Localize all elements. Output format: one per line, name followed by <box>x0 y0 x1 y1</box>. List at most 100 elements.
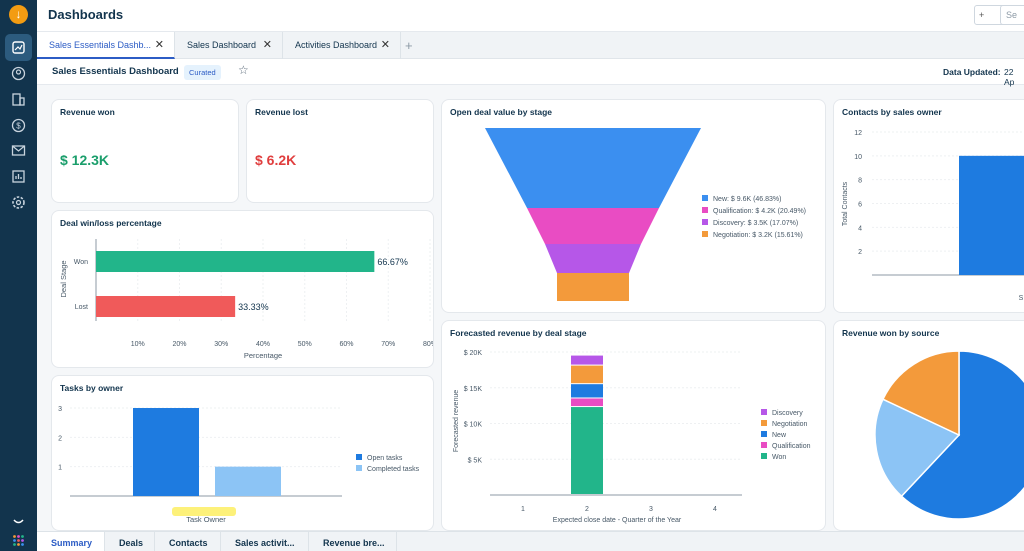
contacts-chart: 2 4 6 8 10 12 S Total Contacts <box>842 130 1024 302</box>
y-tick-label: 4 <box>858 225 862 232</box>
sidebar: ↓ $ <box>0 0 37 551</box>
legend-swatch <box>356 454 362 460</box>
x-tick-label: 3 <box>649 506 653 513</box>
bar-contacts <box>959 155 1024 275</box>
y-tick-label: Won <box>74 259 88 266</box>
contacts-icon[interactable] <box>9 64 28 83</box>
card-title: Revenue lost <box>255 107 308 117</box>
x-tick-label: 60% <box>339 341 353 348</box>
legend-swatch <box>761 409 767 415</box>
x-tick-label: 1 <box>521 506 525 513</box>
close-icon[interactable]: ✕ <box>380 39 390 51</box>
legend-label: Discovery <box>772 410 803 417</box>
y-tick-label: 12 <box>854 130 862 137</box>
legend-swatch <box>761 453 767 459</box>
y-tick-label: 10 <box>854 154 862 161</box>
legend-swatch <box>761 442 767 448</box>
add-tab-icon[interactable]: + <box>405 38 413 53</box>
tab-sales-essentials[interactable]: Sales Essentials Dashb... ✕ <box>37 32 175 59</box>
apps-grid-icon[interactable] <box>12 534 25 547</box>
legend-label: Completed tasks <box>367 466 420 473</box>
revenue-won-value: $ 12.3K <box>60 152 110 168</box>
legend-label: Negotiation <box>772 421 808 428</box>
tasks-chart: 1 2 3 Open tasks Completed tasks Task Owner <box>58 406 420 524</box>
y-tick-label: 6 <box>858 202 862 209</box>
card-title: Revenue won <box>60 107 115 117</box>
legend-label: Open tasks <box>367 455 403 462</box>
tab-activities-dashboard[interactable]: Activities Dashboard ✕ <box>283 32 401 59</box>
forecast-chart: $ 5K $ 10K $ 15K $ 20K 1 2 3 4 Discovery Negotiat… <box>453 350 811 524</box>
legend-swatch <box>761 431 767 437</box>
y-axis-label: Total Contacts <box>842 181 849 226</box>
bottom-tabs: Summary Deals Contacts Sales activit... … <box>37 531 1024 551</box>
quick-add-button[interactable]: + <box>974 5 1024 25</box>
x-tick-label: 10% <box>131 341 145 348</box>
y-tick-label: $ 5K <box>468 457 483 464</box>
bar-segment-won <box>571 407 603 494</box>
bar-segment-qualification <box>571 398 603 407</box>
open-deal-value-card[interactable]: Open deal value by stage New: $ 9.6K (46… <box>441 99 826 313</box>
source-pie-chart <box>874 350 1024 520</box>
close-icon[interactable]: ✕ <box>262 39 272 51</box>
revenue-won-card[interactable]: Revenue won $ 12.3K <box>51 99 239 203</box>
star-icon[interactable]: ☆ <box>238 63 249 77</box>
deal-winloss-card[interactable]: Deal win/loss percentage 10% 20% 30% 40% 50%… <box>51 210 434 368</box>
dashboard-header: Sales Essentials Dashboard Curated ☆ Dat… <box>37 59 1024 87</box>
x-tick-label: 40% <box>256 341 270 348</box>
top-bar: Dashboards + Se <box>37 0 1024 32</box>
y-tick-label: $ 20K <box>464 350 483 357</box>
legend-swatch <box>702 219 708 225</box>
legend-label: Qualification <box>772 443 811 450</box>
accounts-icon[interactable] <box>9 90 28 109</box>
reports-icon[interactable] <box>9 167 28 186</box>
tab-sales-activities[interactable]: Sales activit... <box>221 532 309 551</box>
card-title: Forecasted revenue by deal stage <box>450 328 587 338</box>
mail-icon[interactable] <box>9 141 28 160</box>
winloss-chart: 10% 20% 30% 40% 50% 60% 70% 80% Won 66.67% Lost 33.… <box>59 239 434 360</box>
legend-swatch <box>702 231 708 237</box>
funnel-stage <box>545 244 641 273</box>
data-updated-value: 22 Ap <box>1004 67 1015 87</box>
contacts-by-owner-card[interactable]: Contacts by sales owner 2 4 6 8 10 12 S Total C… <box>833 99 1024 313</box>
dashboard-name: Sales Essentials Dashboard <box>52 66 179 77</box>
bar-won <box>96 251 375 272</box>
funnel-stage <box>485 128 701 208</box>
tab-deals[interactable]: Deals <box>105 532 155 551</box>
tab-label: Sales Essentials Dashb... <box>49 40 152 50</box>
y-tick-label: $ 10K <box>464 422 483 429</box>
tasks-by-owner-card[interactable]: Tasks by owner 1 2 3 Open tasks Completed ta… <box>51 375 434 531</box>
freddy-icon[interactable] <box>12 512 25 524</box>
dashboard-icon[interactable] <box>5 34 32 61</box>
legend-swatch <box>702 207 708 213</box>
legend-label: New <box>772 432 787 439</box>
tab-contacts[interactable]: Contacts <box>155 532 221 551</box>
y-tick-label: 2 <box>858 249 862 256</box>
bar-open-tasks <box>133 408 199 496</box>
bar-lost <box>96 296 236 317</box>
tab-revenue-breakdown[interactable]: Revenue bre... <box>309 532 397 551</box>
forecasted-revenue-card[interactable]: Forecasted revenue by deal stage $ 5K $ 1… <box>441 320 826 531</box>
revenue-by-source-card[interactable]: Revenue won by source <box>833 320 1024 531</box>
settings-icon[interactable] <box>9 193 28 212</box>
funnel-chart: New: $ 9.6K (46.83%) Qualification: $ 4.2… <box>485 128 806 301</box>
revenue-lost-value: $ 6.2K <box>255 152 297 168</box>
x-axis-label: Task Owner <box>186 515 226 524</box>
legend-label: New: $ 9.6K (46.83%) <box>713 196 781 203</box>
search-input[interactable]: Se <box>1000 5 1024 25</box>
app-logo[interactable]: ↓ <box>9 5 28 24</box>
deals-icon[interactable]: $ <box>9 116 28 135</box>
bar-segment-discovery <box>571 355 603 365</box>
pie-slice <box>881 350 960 437</box>
y-axis-label: Forecasted revenue <box>453 390 460 452</box>
curated-badge: Curated <box>184 65 221 80</box>
x-tick-label: S <box>1019 295 1024 302</box>
revenue-lost-card[interactable]: Revenue lost $ 6.2K <box>246 99 434 203</box>
close-icon[interactable]: ✕ <box>154 39 164 51</box>
tab-summary[interactable]: Summary <box>37 532 105 551</box>
bar-completed-tasks <box>215 466 281 496</box>
x-tick-label: 80% <box>423 341 434 348</box>
legend-label: Negotiation: $ 3.2K (15.61%) <box>713 232 803 239</box>
y-axis-label: Deal Stage <box>59 260 68 297</box>
bar-segment-negotiation <box>571 365 603 384</box>
tab-sales-dashboard[interactable]: Sales Dashboard ✕ <box>175 32 283 59</box>
